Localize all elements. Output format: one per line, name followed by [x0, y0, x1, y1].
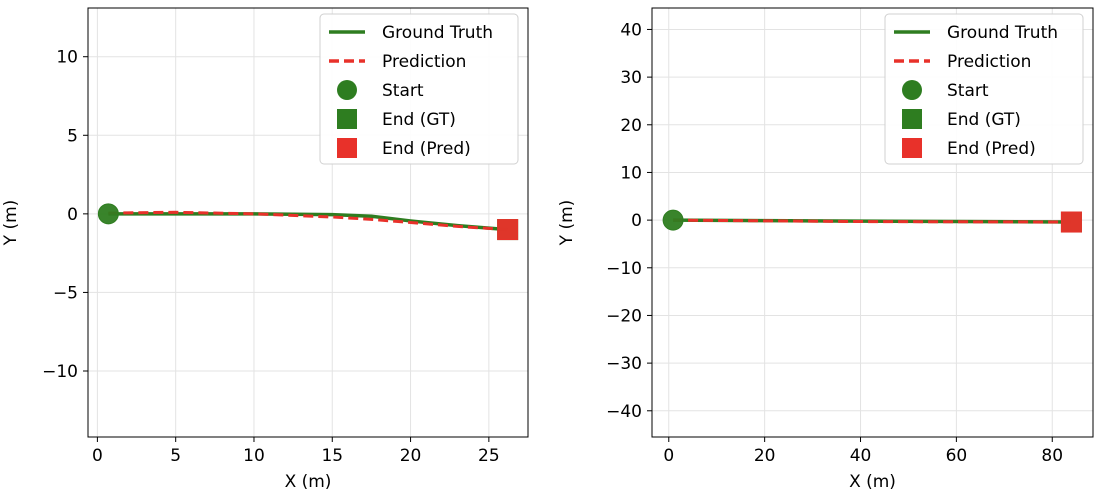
x-axis-label: X (m) — [849, 472, 896, 492]
y-tick-label: −10 — [42, 362, 78, 382]
x-tick-label: 80 — [1041, 446, 1063, 466]
legend-entry-start-label: Start — [382, 81, 424, 101]
y-tick-label: 5 — [67, 126, 78, 146]
legend-box — [319, 13, 519, 165]
x-tick-label: 5 — [170, 446, 181, 466]
legend-entry-end-gt-swatch — [902, 109, 922, 129]
legend: Ground Truth Prediction Start End (GT) End (… — [319, 13, 519, 165]
x-axis-label: X (m) — [285, 472, 332, 492]
x-tick-label: 25 — [478, 446, 500, 466]
legend-entry-ground-truth-label: Ground Truth — [382, 23, 493, 43]
legend-entry-prediction-label: Prediction — [382, 52, 466, 72]
legend-entry-end-pred-swatch — [902, 138, 922, 158]
marker-start — [662, 209, 684, 231]
y-tick-label: 0 — [631, 211, 642, 231]
legend-entry-end-pred-label: End (Pred) — [947, 139, 1036, 159]
y-tick-label: −30 — [606, 354, 642, 374]
legend-entry-ground-truth-label: Ground Truth — [947, 23, 1058, 43]
y-tick-label: −40 — [606, 402, 642, 422]
legend-entry-start-label: Start — [947, 81, 989, 101]
legend-entry-end-gt-label: End (GT) — [382, 110, 456, 130]
axes-frame — [651, 7, 1094, 438]
y-tick-label: 20 — [620, 116, 642, 136]
y-axis-label: Y (m) — [1, 200, 21, 247]
y-tick-label: 10 — [56, 48, 78, 68]
legend-entry-end-pred-swatch — [337, 138, 357, 158]
x-tick-label: 20 — [754, 446, 776, 466]
x-tick-label: 15 — [321, 446, 343, 466]
x-tick-label: 40 — [850, 446, 872, 466]
axes-frame — [87, 7, 529, 438]
series-line-prediction — [108, 210, 508, 232]
x-tick-label: 10 — [243, 446, 265, 466]
legend-entry-end-gt-swatch — [337, 109, 357, 129]
x-tick-label: 60 — [946, 446, 968, 466]
y-tick-label: 10 — [620, 163, 642, 183]
y-tick-label: −20 — [606, 306, 642, 326]
y-tick-label: 40 — [620, 20, 642, 40]
legend: Ground Truth Prediction Start End (GT) End (… — [884, 13, 1084, 165]
legend-entry-prediction-label: Prediction — [947, 52, 1031, 72]
x-tick-label: 0 — [663, 446, 674, 466]
legend-entry-end-gt-label: End (GT) — [947, 110, 1021, 130]
x-tick-label: 0 — [92, 446, 103, 466]
legend-box — [884, 13, 1084, 165]
marker-start — [97, 203, 119, 225]
legend-entry-start-swatch — [337, 80, 357, 100]
y-tick-label: −5 — [53, 283, 78, 303]
x-tick-label: 20 — [400, 446, 422, 466]
y-tick-label: 30 — [620, 68, 642, 88]
y-tick-label: −10 — [606, 259, 642, 279]
legend-entry-start-swatch — [902, 80, 922, 100]
series-line-prediction — [673, 218, 1072, 224]
marker-end-pred — [1060, 211, 1082, 233]
chart-panel-2: 0 20 40 60 80 40 30 20 10 0 −10 −20 −30 −40 X (m) Y (m)… — [557, 7, 1094, 492]
chart-panel-1: 0 5 10 15 20 25 10 5 0 −5 −10 X (m) Y (m) Ground Trut… — [1, 7, 529, 492]
y-tick-label: 0 — [67, 205, 78, 225]
y-axis-label: Y (m) — [557, 200, 577, 247]
marker-end-pred — [497, 219, 519, 241]
legend-entry-end-pred-label: End (Pred) — [382, 139, 471, 159]
